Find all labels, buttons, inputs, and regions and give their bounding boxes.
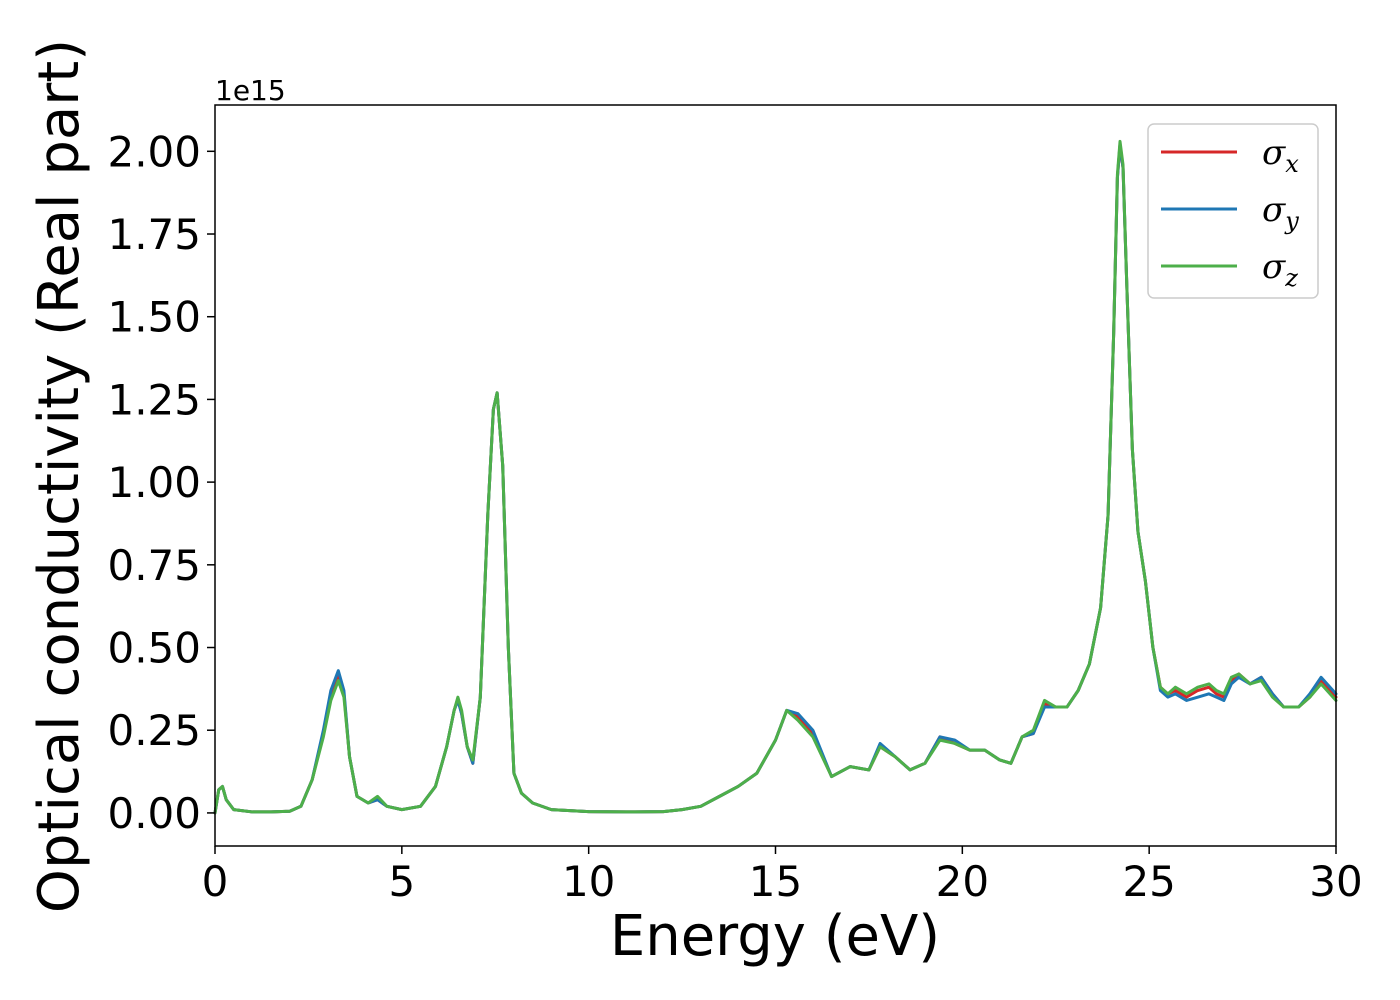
y-tick-label: 1.00: [107, 458, 201, 507]
legend-box: [1147, 123, 1319, 299]
legend-items: σx σy σz: [1161, 133, 1299, 292]
x-tick-label: 10: [562, 857, 615, 906]
x-tick-label: 15: [749, 857, 802, 906]
series-layer: [213, 139, 1338, 815]
x-axis-title: Energy (eV): [610, 904, 940, 969]
y-axis-ticks: 0.00 0.25 0.50 0.75 1.00 1.25 1.50 1.75 2.00: [107, 127, 215, 838]
y-tick-label: 0.00: [107, 789, 201, 838]
y-tick-label: 0.50: [107, 624, 201, 673]
y-offset-text: 1e15: [215, 74, 286, 107]
y-tick-label: 1.75: [107, 210, 201, 259]
y-tick-label: 0.25: [107, 706, 201, 755]
legend-label-0: σx: [1262, 133, 1299, 178]
legend-label-2: σz: [1262, 247, 1298, 292]
x-tick-label: 5: [388, 857, 415, 906]
x-tick-label: 25: [1122, 857, 1175, 906]
series-line-2: [213, 139, 1338, 815]
y-tick-label: 1.25: [107, 375, 201, 424]
y-tick-label: 0.75: [107, 541, 201, 590]
y-axis-title: Optical conductivity (Real part): [27, 39, 92, 913]
x-tick-label: 0: [202, 857, 229, 906]
x-axis-ticks: 0 5 10 15 20 25 30: [202, 846, 1363, 906]
x-tick-label: 30: [1309, 857, 1362, 906]
legend-label-1: σy: [1262, 190, 1299, 235]
legend: σx σy σz: [1147, 123, 1319, 299]
x-tick-label: 20: [936, 857, 989, 906]
y-tick-label: 2.00: [107, 127, 201, 176]
y-tick-label: 1.50: [107, 293, 201, 342]
